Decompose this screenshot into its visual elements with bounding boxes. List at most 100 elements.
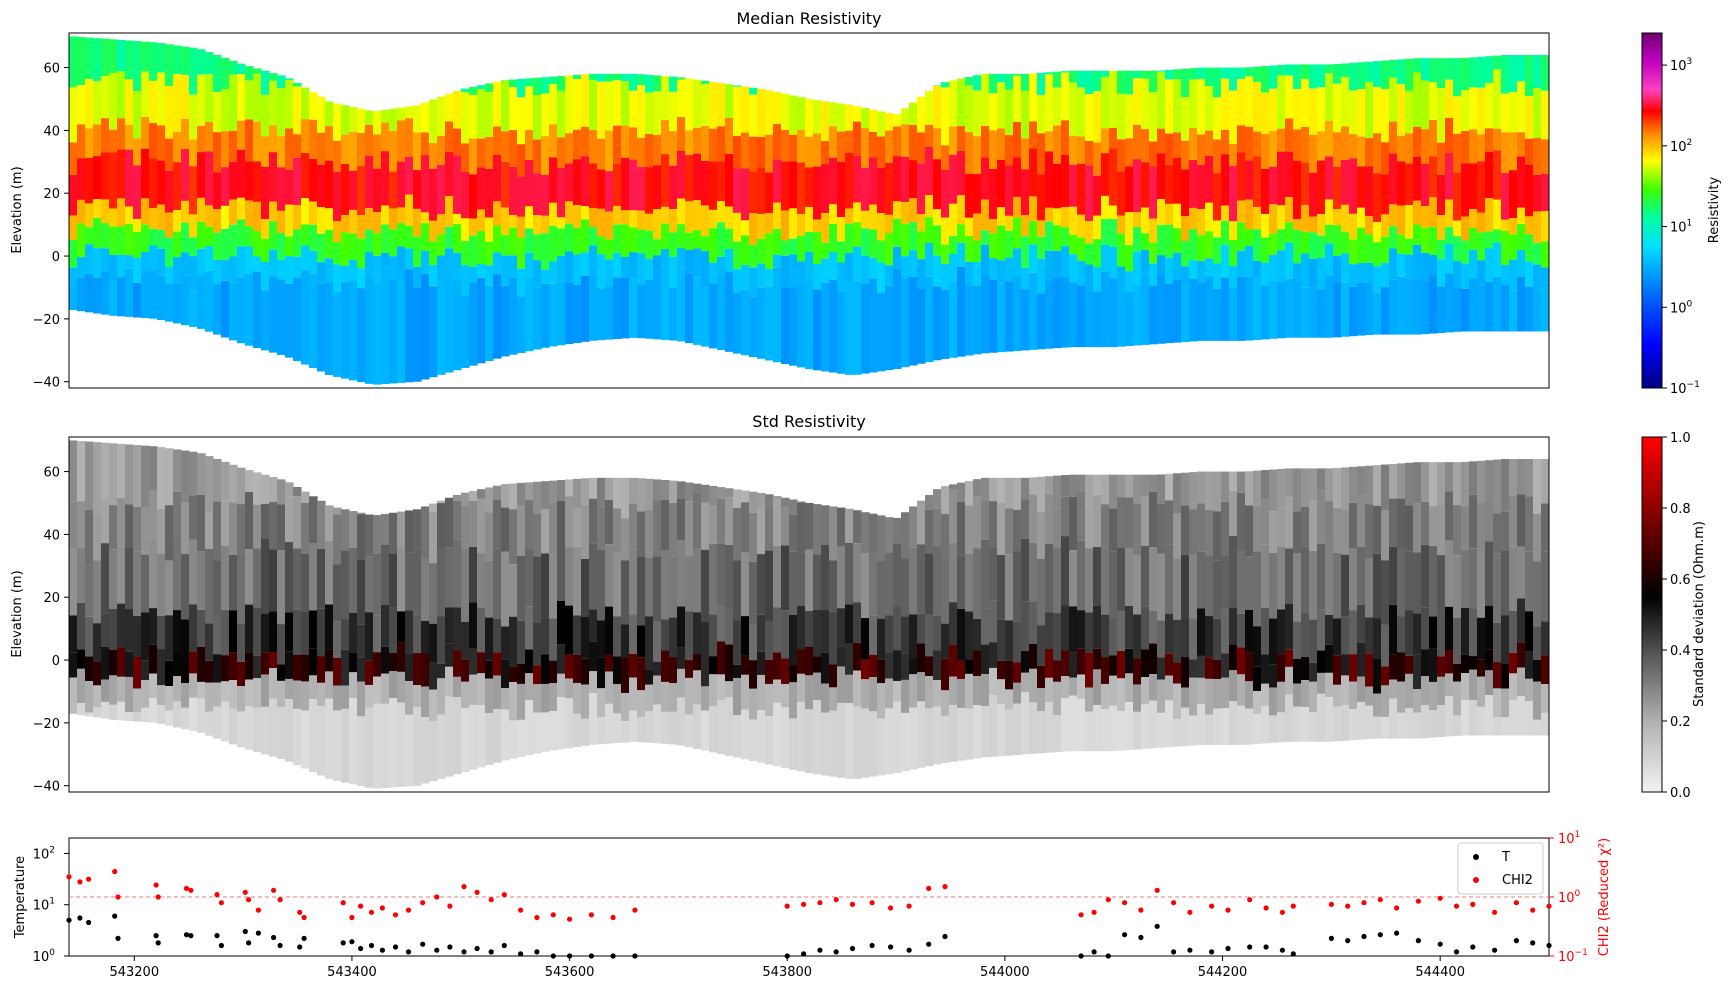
std-cell xyxy=(109,675,118,705)
std-cell xyxy=(1357,604,1366,643)
resistivity-cell xyxy=(101,152,110,200)
std-cell xyxy=(1237,613,1246,648)
resistivity-cell xyxy=(397,120,406,162)
std-cell xyxy=(1501,550,1510,616)
resistivity-cell xyxy=(1453,288,1462,332)
resistivity-cell xyxy=(565,223,574,252)
std-cell xyxy=(661,711,670,744)
std-cell xyxy=(253,678,262,708)
resistivity-cell xyxy=(1013,73,1022,76)
std-cell xyxy=(69,677,78,714)
std-cell xyxy=(837,546,846,609)
resistivity-cell xyxy=(1357,166,1366,208)
std-cell xyxy=(77,501,86,549)
resistivity-cell xyxy=(213,259,222,285)
std-cell xyxy=(421,558,430,621)
resistivity-cell xyxy=(717,222,726,257)
std-cell xyxy=(453,494,462,501)
std-cell xyxy=(485,713,494,765)
std-cell xyxy=(1261,499,1270,545)
std-cell xyxy=(989,501,998,548)
resistivity-cell xyxy=(525,252,534,278)
std-cell xyxy=(1021,601,1030,651)
resistivity-cell xyxy=(725,248,734,273)
resistivity-cell xyxy=(1285,242,1294,279)
resistivity-cell xyxy=(1445,227,1454,244)
resistivity-cell xyxy=(1165,283,1174,344)
resistivity-cell xyxy=(1405,205,1414,239)
resistivity-cell xyxy=(1181,140,1190,170)
std-cell xyxy=(949,489,958,543)
resistivity-cell xyxy=(1053,87,1062,126)
resistivity-cell xyxy=(877,240,886,263)
std-cell xyxy=(205,682,214,712)
std-cell xyxy=(1221,555,1230,609)
std-cell xyxy=(437,548,446,617)
resistivity-cell xyxy=(1205,155,1214,203)
std-cell xyxy=(1333,684,1342,707)
std-cell xyxy=(645,509,654,558)
resistivity-cell xyxy=(221,280,230,338)
resistivity-cell xyxy=(501,131,510,162)
std-cell xyxy=(1429,648,1438,682)
resistivity-cell xyxy=(789,238,798,255)
resistivity-cell xyxy=(381,122,390,152)
std-cell xyxy=(1197,677,1206,705)
resistivity-cell xyxy=(1541,139,1549,174)
resistivity-cell xyxy=(1413,224,1422,245)
resistivity-cell xyxy=(213,132,222,173)
resistivity-cell xyxy=(1245,76,1254,127)
resistivity-cell xyxy=(565,133,574,164)
resistivity-cell xyxy=(141,271,150,319)
resistivity-cell xyxy=(693,277,702,345)
point-t xyxy=(392,944,399,950)
resistivity-cell xyxy=(1429,58,1438,83)
std-cell xyxy=(341,649,350,686)
std-cell xyxy=(901,712,910,772)
resistivity-cell xyxy=(877,167,886,214)
point-chi2 xyxy=(447,903,453,909)
resistivity-cell xyxy=(1197,209,1206,236)
resistivity-cell xyxy=(1125,291,1134,347)
point-t xyxy=(297,944,303,950)
std-cell xyxy=(517,663,526,684)
std-cell xyxy=(1165,675,1174,701)
std-cell xyxy=(701,549,710,622)
std-cell xyxy=(933,615,942,651)
resistivity-cell xyxy=(597,288,606,341)
resistivity-cell xyxy=(1229,266,1238,288)
resistivity-cell xyxy=(93,277,102,314)
std-cell xyxy=(1485,670,1494,695)
std-cell xyxy=(1125,702,1134,751)
point-t xyxy=(610,953,616,959)
std-cell xyxy=(1021,650,1030,673)
resistivity-cell xyxy=(645,230,654,260)
point-chi2 xyxy=(66,874,72,880)
resistivity-cell xyxy=(941,263,950,290)
std-cell xyxy=(581,558,590,618)
std-cell xyxy=(781,507,790,546)
std-cell xyxy=(237,554,246,624)
resistivity-cell xyxy=(1317,87,1326,132)
std-cell xyxy=(549,553,558,619)
resistivity-cell xyxy=(301,245,310,271)
resistivity-cell xyxy=(1133,70,1142,79)
resistivity-cell xyxy=(493,274,502,359)
std-cell xyxy=(693,704,702,749)
std-cell xyxy=(357,716,366,787)
resistivity-cell xyxy=(1045,131,1054,152)
std-cell xyxy=(613,508,622,554)
resistivity-cell xyxy=(125,40,134,80)
std-cell xyxy=(797,649,806,674)
std-cell xyxy=(125,651,134,677)
resistivity-cell xyxy=(1317,160,1326,215)
resistivity-cell xyxy=(413,132,422,171)
std-cell xyxy=(1165,613,1174,654)
std-cell xyxy=(573,713,582,747)
resistivity-cell xyxy=(389,229,398,257)
std-cell xyxy=(741,709,750,760)
resistivity-cell xyxy=(1157,274,1166,344)
std-cell xyxy=(1109,474,1118,509)
std-cell xyxy=(1341,616,1350,655)
